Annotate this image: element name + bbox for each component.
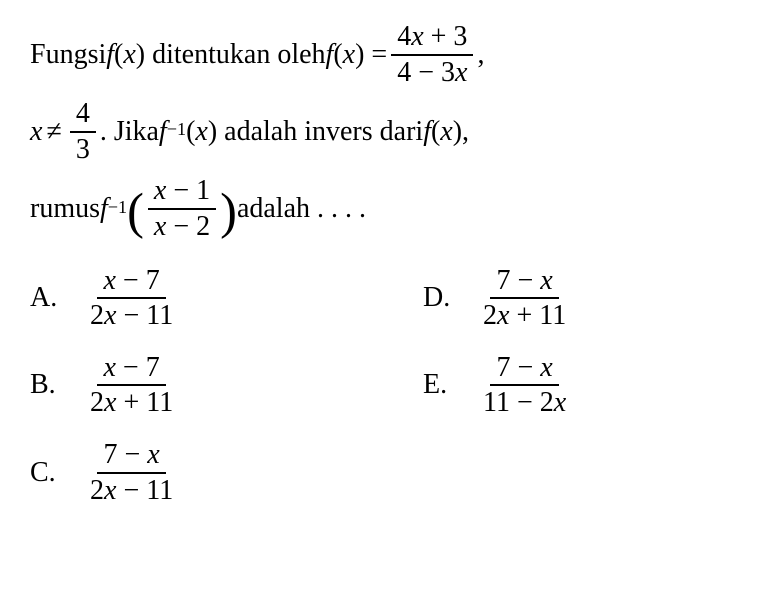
f: f (423, 105, 431, 158)
fraction-def: 4x + 3 4 − 3x (391, 20, 473, 89)
fx: f (106, 28, 114, 81)
den: 2 (90, 300, 104, 331)
f: f (159, 105, 167, 158)
rparen: ) (220, 191, 237, 231)
option-label: B. (30, 369, 60, 401)
den: 2 (483, 300, 497, 331)
num: 7 − (496, 352, 540, 383)
fraction-4-3: 4 3 (70, 97, 96, 166)
x: x (554, 387, 566, 418)
line-2: x ≠ 4 3 . Jika f −1 ( x ) adalah invers … (30, 97, 736, 166)
x: x (104, 300, 116, 331)
text: . Jika (100, 105, 159, 158)
den: − 11 (116, 475, 173, 506)
den: 4 − 3 (397, 57, 455, 88)
option-label: C. (30, 457, 60, 489)
num: 4 (397, 21, 411, 52)
answer-options: A. x − 7 2x − 11 D. 7 − x 2x + 11 B. x −… (30, 264, 736, 508)
text: ), (453, 105, 469, 158)
option-label: D. (423, 282, 453, 314)
x: x (123, 28, 135, 81)
x: x (30, 105, 42, 158)
inverse-sup: −1 (167, 112, 186, 147)
option-a: A. x − 7 2x − 11 (30, 264, 343, 333)
x: x (440, 105, 452, 158)
num: − 7 (116, 265, 160, 296)
option-fraction: x − 7 2x − 11 (84, 264, 179, 333)
den: 2 (90, 475, 104, 506)
den: 3 (70, 133, 96, 167)
paren: ( (333, 28, 342, 81)
text: ) adalah invers dari (208, 105, 423, 158)
x: x (540, 265, 552, 296)
fx: f (326, 28, 334, 81)
x: x (343, 28, 355, 81)
x: x (104, 387, 116, 418)
x: x (540, 352, 552, 383)
num: 7 − (496, 265, 540, 296)
paren: ( (114, 28, 123, 81)
eq: ) = (355, 28, 387, 81)
fraction-arg: x − 1 x − 2 (148, 174, 216, 243)
num: − 7 (116, 352, 160, 383)
den: 11 − 2 (483, 387, 554, 418)
den: + 11 (116, 387, 173, 418)
option-fraction: 7 − x 11 − 2x (477, 351, 572, 420)
x: x (154, 211, 166, 242)
option-b: B. x − 7 2x + 11 (30, 351, 343, 420)
x: x (455, 57, 467, 88)
x: x (154, 175, 166, 206)
line-1: Fungsi f ( x ) ditentukan oleh f ( x ) =… (30, 20, 736, 89)
x: x (104, 475, 116, 506)
lparen: ( (127, 191, 144, 231)
text: adalah . . . . (237, 182, 366, 235)
paren: ( (186, 105, 195, 158)
x: x (103, 352, 115, 383)
paren: ( (431, 105, 440, 158)
problem-statement: Fungsi f ( x ) ditentukan oleh f ( x ) =… (30, 20, 736, 244)
num: 7 − (103, 439, 147, 470)
option-d: D. 7 − x 2x + 11 (423, 264, 736, 333)
option-c: C. 7 − x 2x − 11 (30, 438, 343, 507)
den: − 11 (116, 300, 173, 331)
text: ) ditentukan oleh (136, 28, 326, 81)
x: x (147, 439, 159, 470)
text: Fungsi (30, 28, 106, 81)
x: x (103, 265, 115, 296)
num: − 1 (166, 175, 210, 206)
option-label: E. (423, 369, 453, 401)
den: 2 (90, 387, 104, 418)
num: + 3 (424, 21, 468, 52)
x: x (411, 21, 423, 52)
x: x (195, 105, 207, 158)
option-label: A. (30, 282, 60, 314)
option-fraction: x − 7 2x + 11 (84, 351, 179, 420)
comma: , (477, 28, 484, 81)
x: x (497, 300, 509, 331)
option-e: E. 7 − x 11 − 2x (423, 351, 736, 420)
den: + 11 (509, 300, 566, 331)
ne-symbol: ≠ (46, 105, 61, 158)
line-3: rumus f −1 ( x − 1 x − 2 ) adalah . . . … (30, 174, 736, 243)
option-fraction: 7 − x 2x + 11 (477, 264, 572, 333)
inverse-sup: −1 (108, 190, 127, 225)
f: f (100, 182, 108, 235)
num: 4 (70, 97, 96, 133)
den: − 2 (166, 211, 210, 242)
option-fraction: 7 − x 2x − 11 (84, 438, 179, 507)
text: rumus (30, 182, 100, 235)
